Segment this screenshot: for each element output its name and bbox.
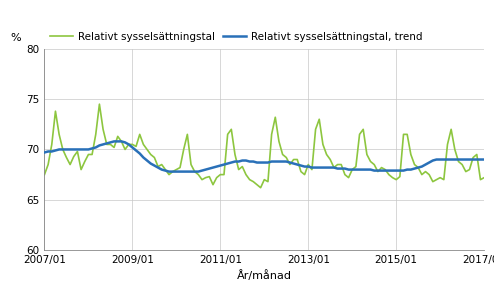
Relativt sysselsättningstal, trend: [41, 151, 47, 154]
Relativt sysselsättningstal: [485, 178, 491, 181]
Relativt sysselsättningstal, trend: [459, 158, 465, 161]
X-axis label: År/månad: År/månad: [237, 271, 292, 282]
Legend: Relativt sysselsättningstal, Relativt sysselsättningstal, trend: Relativt sysselsättningstal, Relativt sy…: [50, 32, 423, 41]
Relativt sysselsättningstal, trend: [478, 158, 484, 161]
Relativt sysselsättningstal, trend: [148, 162, 154, 165]
Relativt sysselsättningstal: [148, 153, 154, 156]
Relativt sysselsättningstal, trend: [331, 166, 337, 169]
Relativt sysselsättningstal: [290, 158, 296, 161]
Relativt sysselsättningstal: [459, 163, 465, 167]
Relativt sysselsättningstal: [478, 178, 484, 181]
Relativt sysselsättningstal, trend: [166, 170, 172, 174]
Relativt sysselsättningstal: [188, 163, 194, 167]
Relativt sysselsättningstal: [331, 166, 337, 169]
Relativt sysselsättningstal: [258, 186, 264, 189]
Line: Relativt sysselsättningstal, trend: Relativt sysselsättningstal, trend: [44, 142, 488, 172]
Y-axis label: %: %: [10, 33, 21, 43]
Relativt sysselsättningstal, trend: [111, 140, 117, 143]
Relativt sysselsättningstal: [96, 102, 102, 106]
Relativt sysselsättningstal, trend: [192, 170, 198, 174]
Relativt sysselsättningstal, trend: [485, 158, 491, 161]
Line: Relativt sysselsättningstal: Relativt sysselsättningstal: [44, 104, 488, 188]
Relativt sysselsättningstal, trend: [290, 162, 296, 165]
Relativt sysselsättningstal: [41, 173, 47, 177]
